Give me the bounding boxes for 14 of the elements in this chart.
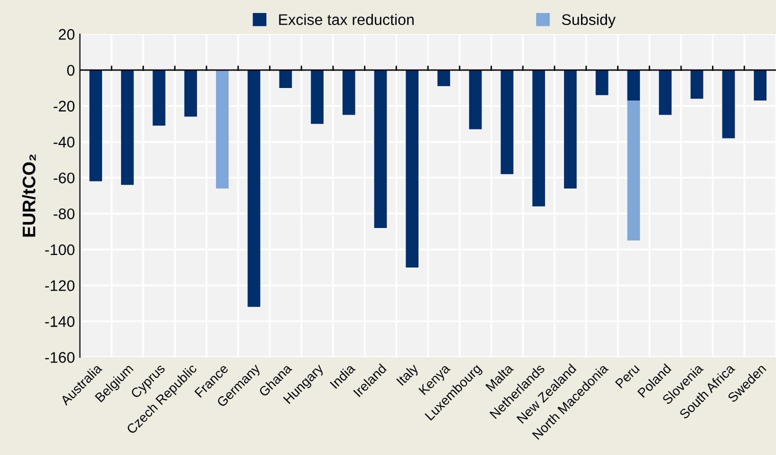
legend-label: Subsidy [562,14,616,28]
y-tick-label: -100 [45,244,74,256]
y-tick-label: -140 [45,316,74,327]
y-tick-label: 0 [67,64,74,76]
y-tick-label: -20 [54,100,74,112]
y-tick-label: -60 [54,172,74,184]
y-tick-label: -160 [45,352,74,363]
y-tick-label: -40 [54,136,74,148]
y-tick-label: -120 [45,280,74,292]
y-axis-title: EUR/tCO₂ [22,154,36,237]
x-tick-label: Italy [396,362,421,388]
legend-label: Excise tax reduction [279,14,414,26]
y-tick-label: -80 [54,208,74,220]
y-tick-label: 20 [58,28,74,40]
